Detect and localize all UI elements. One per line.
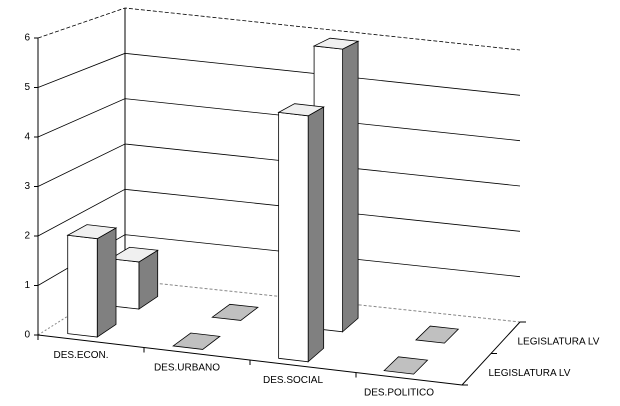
y-tick-label: 3 <box>24 181 30 192</box>
bar-top <box>383 356 429 375</box>
grid-line <box>37 52 521 96</box>
floor-back-edge <box>124 279 521 323</box>
bar-top <box>277 103 325 117</box>
grid-line <box>37 98 521 142</box>
y-tick-label: 5 <box>24 82 30 93</box>
bar-front <box>278 111 309 363</box>
bar-side <box>307 106 325 363</box>
bar-top <box>66 224 118 240</box>
bar <box>66 224 118 338</box>
bar-front <box>67 234 98 338</box>
bar-top <box>109 246 159 263</box>
bar-side <box>96 227 117 338</box>
grid-line <box>37 234 521 286</box>
grid-line <box>37 7 521 51</box>
bar-top <box>312 37 360 50</box>
bar <box>172 332 221 350</box>
x-tick-label: DES.SOCIAL <box>263 375 323 386</box>
x-tick-label: DES.ECON. <box>53 350 108 361</box>
legend-label: LEGISLATURA LV <box>518 336 600 347</box>
bar <box>109 246 159 310</box>
grid-line <box>37 143 521 187</box>
bar <box>211 303 259 321</box>
x-tick-label: DES.POLITICO <box>364 387 434 398</box>
y-tick-label: 0 <box>24 330 30 341</box>
y-tick-label: 6 <box>24 33 30 44</box>
bar-top <box>172 332 221 350</box>
bar <box>383 356 429 375</box>
legend-label: LEGISLATURA LV <box>489 368 571 379</box>
grid-line <box>37 188 521 237</box>
y-tick-label: 4 <box>24 132 30 143</box>
bar <box>277 103 325 363</box>
y-tick-label: 2 <box>24 231 30 242</box>
bar-top <box>415 325 460 344</box>
bar <box>415 325 460 344</box>
bar-top <box>211 303 259 321</box>
x-tick-label: DES.URBANO <box>154 362 220 373</box>
bar-side <box>342 40 359 333</box>
y-tick-label: 1 <box>24 280 30 291</box>
